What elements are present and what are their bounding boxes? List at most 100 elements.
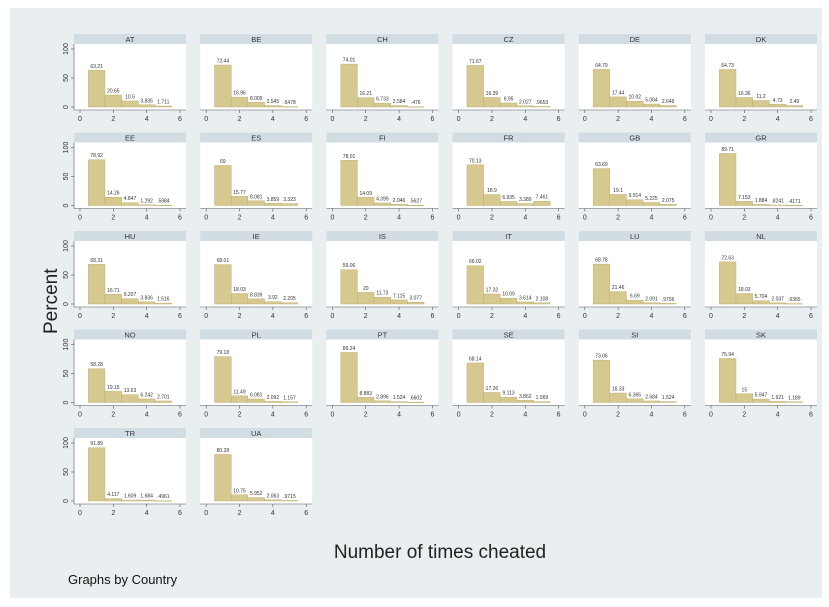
bar: [264, 105, 282, 108]
x-tick-label: 2: [742, 412, 746, 419]
bar: [340, 269, 358, 305]
x-tick-label: 0: [457, 313, 461, 320]
x-tick-label: 2: [616, 412, 620, 419]
x-tick-label: 4: [776, 215, 780, 222]
panel-title: DK: [756, 35, 766, 44]
bar: [466, 164, 484, 206]
x-tick-label: 4: [650, 412, 654, 419]
x-tick-label: 6: [809, 313, 813, 320]
bar-value-label: 3.077: [409, 296, 422, 302]
bar-value-label: 2.896: [376, 394, 389, 400]
bar: [659, 303, 677, 305]
x-tick-label: 6: [809, 116, 813, 123]
x-tick-label: 0: [78, 313, 82, 320]
bar: [466, 65, 484, 108]
x-tick-label: 0: [78, 215, 82, 222]
bar: [592, 359, 611, 403]
bar: [516, 203, 534, 206]
x-tick-label: 0: [457, 116, 461, 123]
panel-title: AT: [125, 35, 134, 44]
bar: [719, 69, 737, 108]
bar-value-label: 79.18: [217, 350, 230, 356]
bar: [500, 201, 518, 206]
bar-value-label: 80.28: [217, 448, 230, 454]
bar: [483, 392, 501, 403]
bar-value-label: 18.03: [233, 287, 246, 293]
bar-value-label: 75.94: [721, 352, 734, 358]
bar: [466, 265, 484, 305]
bar-value-label: 9.113: [503, 391, 515, 397]
bar: [407, 106, 425, 108]
bar: [373, 102, 391, 108]
bar: [281, 302, 299, 305]
y-tick-label: 100: [63, 240, 70, 252]
bar: [500, 397, 518, 403]
bar: [769, 401, 787, 403]
bar-value-label: 3.836: [140, 295, 153, 301]
bar-value-label: .6602: [409, 396, 422, 402]
y-tick-label: 50: [63, 74, 70, 82]
panel-header: [326, 231, 439, 241]
bar-value-label: 18.03: [738, 287, 751, 293]
bar: [626, 299, 644, 305]
panel-title: PT: [378, 331, 388, 340]
x-tick-label: 0: [78, 412, 82, 419]
bar-value-label: 2.545: [267, 99, 280, 105]
bar-value-label: 2.046: [393, 198, 406, 204]
bar: [642, 302, 661, 305]
bar: [390, 105, 408, 108]
bar-value-label: 1.524: [393, 395, 406, 401]
bar-value-label: 1.921: [771, 395, 784, 401]
bar-value-label: 78.92: [90, 153, 103, 159]
bar-value-label: .9653: [536, 100, 549, 106]
x-tick-label: 4: [650, 215, 654, 222]
x-tick-label: 6: [557, 313, 561, 320]
panel-header: [452, 34, 565, 44]
panel-title: NO: [124, 331, 135, 340]
x-tick-label: 0: [583, 313, 587, 320]
bar: [785, 105, 803, 108]
x-tick-label: 6: [304, 215, 308, 222]
bar-value-label: 2.091: [645, 296, 658, 302]
bar: [154, 105, 172, 108]
bar-value-label: 17.44: [612, 90, 625, 96]
x-tick-label: 4: [650, 116, 654, 123]
x-tick-label: 6: [178, 313, 182, 320]
bar: [407, 401, 425, 403]
panel-header: [705, 34, 817, 44]
bar-value-label: 1.189: [788, 395, 801, 401]
bar-value-label: .6365: [788, 297, 801, 303]
x-tick-label: 6: [304, 313, 308, 320]
x-tick-label: 4: [397, 313, 401, 320]
bar-value-label: 6.95: [504, 96, 514, 102]
panel-header: [578, 329, 691, 340]
bar: [390, 401, 408, 403]
panel-header: [200, 132, 313, 143]
bar: [264, 401, 282, 403]
x-tick-label: 0: [204, 510, 208, 517]
bar: [609, 291, 627, 305]
bar: [138, 301, 156, 305]
bar-value-label: 8.883: [359, 391, 372, 397]
x-tick-label: 4: [776, 412, 780, 419]
bar: [735, 97, 753, 108]
bar-value-label: 2.075: [662, 198, 675, 204]
bar: [373, 202, 391, 206]
bar: [533, 401, 551, 403]
x-tick-label: 4: [271, 215, 275, 222]
bar-value-label: 86.24: [343, 346, 356, 352]
bar-value-label: 1.516: [157, 297, 170, 303]
panel-title: BE: [251, 35, 261, 44]
bar-value-label: 9.914: [629, 193, 642, 199]
bar-value-label: 68.14: [469, 356, 482, 362]
bar-value-label: 69: [220, 159, 226, 165]
bar-value-label: 16.39: [486, 91, 499, 97]
bar-value-label: 7.461: [536, 195, 549, 201]
bar-value-label: 20: [363, 286, 369, 292]
bar: [609, 194, 627, 206]
bar-value-label: 70.13: [469, 158, 482, 164]
bar-value-label: 1.609: [124, 494, 137, 500]
bar: [121, 100, 139, 108]
bar-value-label: 19.15: [107, 385, 120, 391]
bar: [357, 397, 375, 403]
